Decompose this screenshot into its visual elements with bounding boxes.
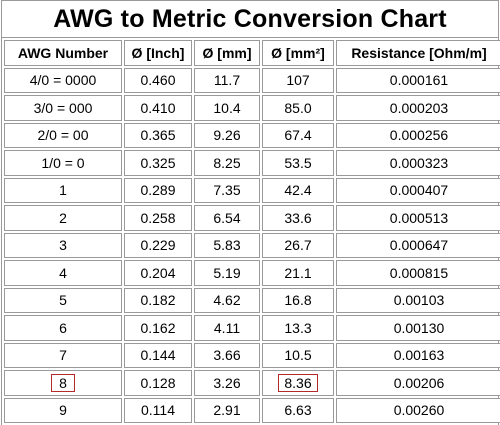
area-mm2-cell: 13.3 bbox=[262, 315, 334, 341]
resistance-cell: 0.000513 bbox=[336, 205, 500, 231]
diameter-mm-cell: 9.26 bbox=[194, 122, 260, 148]
diameter-mm-cell: 4.62 bbox=[194, 287, 260, 313]
diameter-mm-cell: 5.83 bbox=[194, 232, 260, 258]
awg-number-cell: 1/0 = 0 bbox=[4, 150, 122, 176]
diameter-mm-cell: 2.91 bbox=[194, 397, 260, 423]
resistance-cell: 0.000407 bbox=[336, 177, 500, 203]
area-mm2-cell: 10.5 bbox=[262, 342, 334, 368]
table-row: 6 0.162 4.11 13.3 0.00130 bbox=[4, 315, 500, 341]
diameter-mm-cell: 5.19 bbox=[194, 260, 260, 286]
table-body: 4/0 = 0000 0.460 11.7 107 0.000161 3/0 = 000 0… bbox=[4, 67, 500, 423]
awg-number-cell: 8 bbox=[4, 370, 122, 396]
diameter-inch-cell: 0.258 bbox=[124, 205, 192, 231]
table-row: 3 0.229 5.83 26.7 0.000647 bbox=[4, 232, 500, 258]
awg-number-cell: 9 bbox=[4, 397, 122, 423]
chart-title: AWG to Metric Conversion Chart bbox=[2, 1, 498, 38]
area-mm2-cell: 53.5 bbox=[262, 150, 334, 176]
table-row: 5 0.182 4.62 16.8 0.00103 bbox=[4, 287, 500, 313]
diameter-inch-cell: 0.460 bbox=[124, 67, 192, 93]
diameter-mm-cell: 6.54 bbox=[194, 205, 260, 231]
area-mm2-cell: 8.36 bbox=[262, 370, 334, 396]
diameter-mm-cell: 3.26 bbox=[194, 370, 260, 396]
area-mm2-cell: 42.4 bbox=[262, 177, 334, 203]
diameter-inch-cell: 0.410 bbox=[124, 95, 192, 121]
diameter-inch-cell: 0.365 bbox=[124, 122, 192, 148]
diameter-inch-cell: 0.182 bbox=[124, 287, 192, 313]
resistance-cell: 0.000815 bbox=[336, 260, 500, 286]
diameter-inch-cell: 0.162 bbox=[124, 315, 192, 341]
resistance-cell: 0.00103 bbox=[336, 287, 500, 313]
resistance-cell: 0.000203 bbox=[336, 95, 500, 121]
diameter-mm-cell: 10.4 bbox=[194, 95, 260, 121]
awg-number-cell: 2 bbox=[4, 205, 122, 231]
diameter-inch-cell: 0.204 bbox=[124, 260, 192, 286]
table-row: 4/0 = 0000 0.460 11.7 107 0.000161 bbox=[4, 67, 500, 93]
diameter-mm-cell: 11.7 bbox=[194, 67, 260, 93]
resistance-cell: 0.00260 bbox=[336, 397, 500, 423]
diameter-inch-cell: 0.325 bbox=[124, 150, 192, 176]
conversion-table: AWG Number Ø [Inch] Ø [mm] Ø [mm²] Resis… bbox=[2, 38, 500, 425]
header-awg-number: AWG Number bbox=[4, 40, 122, 66]
awg-number-cell: 5 bbox=[4, 287, 122, 313]
resistance-cell: 0.000323 bbox=[336, 150, 500, 176]
diameter-inch-cell: 0.114 bbox=[124, 397, 192, 423]
area-mm2-cell: 33.6 bbox=[262, 205, 334, 231]
header-diameter-mm: Ø [mm] bbox=[194, 40, 260, 66]
header-diameter-inch: Ø [Inch] bbox=[124, 40, 192, 66]
awg-number-cell: 2/0 = 00 bbox=[4, 122, 122, 148]
table-row: 3/0 = 000 0.410 10.4 85.0 0.000203 bbox=[4, 95, 500, 121]
awg-number-cell: 7 bbox=[4, 342, 122, 368]
awg-number-cell: 6 bbox=[4, 315, 122, 341]
diameter-inch-cell: 0.289 bbox=[124, 177, 192, 203]
header-resistance: Resistance [Ohm/m] bbox=[336, 40, 500, 66]
diameter-mm-cell: 8.25 bbox=[194, 150, 260, 176]
awg-number-cell: 4 bbox=[4, 260, 122, 286]
diameter-inch-cell: 0.144 bbox=[124, 342, 192, 368]
area-mm2-cell: 107 bbox=[262, 67, 334, 93]
highlight-box: 8 bbox=[51, 373, 75, 392]
header-area-mm2: Ø [mm²] bbox=[262, 40, 334, 66]
area-mm2-cell: 67.4 bbox=[262, 122, 334, 148]
resistance-cell: 0.000647 bbox=[336, 232, 500, 258]
highlight-box: 8.36 bbox=[278, 373, 318, 392]
table-row: 1 0.289 7.35 42.4 0.000407 bbox=[4, 177, 500, 203]
area-mm2-cell: 6.63 bbox=[262, 397, 334, 423]
table-row: 2 0.258 6.54 33.6 0.000513 bbox=[4, 205, 500, 231]
area-mm2-cell: 26.7 bbox=[262, 232, 334, 258]
table-row: 1/0 = 0 0.325 8.25 53.5 0.000323 bbox=[4, 150, 500, 176]
diameter-mm-cell: 4.11 bbox=[194, 315, 260, 341]
awg-number-cell: 1 bbox=[4, 177, 122, 203]
table-row: 4 0.204 5.19 21.1 0.000815 bbox=[4, 260, 500, 286]
resistance-cell: 0.000161 bbox=[336, 67, 500, 93]
diameter-inch-cell: 0.229 bbox=[124, 232, 192, 258]
diameter-mm-cell: 3.66 bbox=[194, 342, 260, 368]
resistance-cell: 0.000256 bbox=[336, 122, 500, 148]
diameter-mm-cell: 7.35 bbox=[194, 177, 260, 203]
header-row: AWG Number Ø [Inch] Ø [mm] Ø [mm²] Resis… bbox=[4, 40, 500, 66]
table-row: 8 0.128 3.26 8.36 0.00206 bbox=[4, 370, 500, 396]
table-row: 7 0.144 3.66 10.5 0.00163 bbox=[4, 342, 500, 368]
awg-number-cell: 3/0 = 000 bbox=[4, 95, 122, 121]
awg-number-cell: 4/0 = 0000 bbox=[4, 67, 122, 93]
resistance-cell: 0.00163 bbox=[336, 342, 500, 368]
area-mm2-cell: 85.0 bbox=[262, 95, 334, 121]
area-mm2-cell: 16.8 bbox=[262, 287, 334, 313]
diameter-inch-cell: 0.128 bbox=[124, 370, 192, 396]
resistance-cell: 0.00206 bbox=[336, 370, 500, 396]
awg-number-cell: 3 bbox=[4, 232, 122, 258]
table-row: 9 0.114 2.91 6.63 0.00260 bbox=[4, 397, 500, 423]
area-mm2-cell: 21.1 bbox=[262, 260, 334, 286]
resistance-cell: 0.00130 bbox=[336, 315, 500, 341]
table-row: 2/0 = 00 0.365 9.26 67.4 0.000256 bbox=[4, 122, 500, 148]
